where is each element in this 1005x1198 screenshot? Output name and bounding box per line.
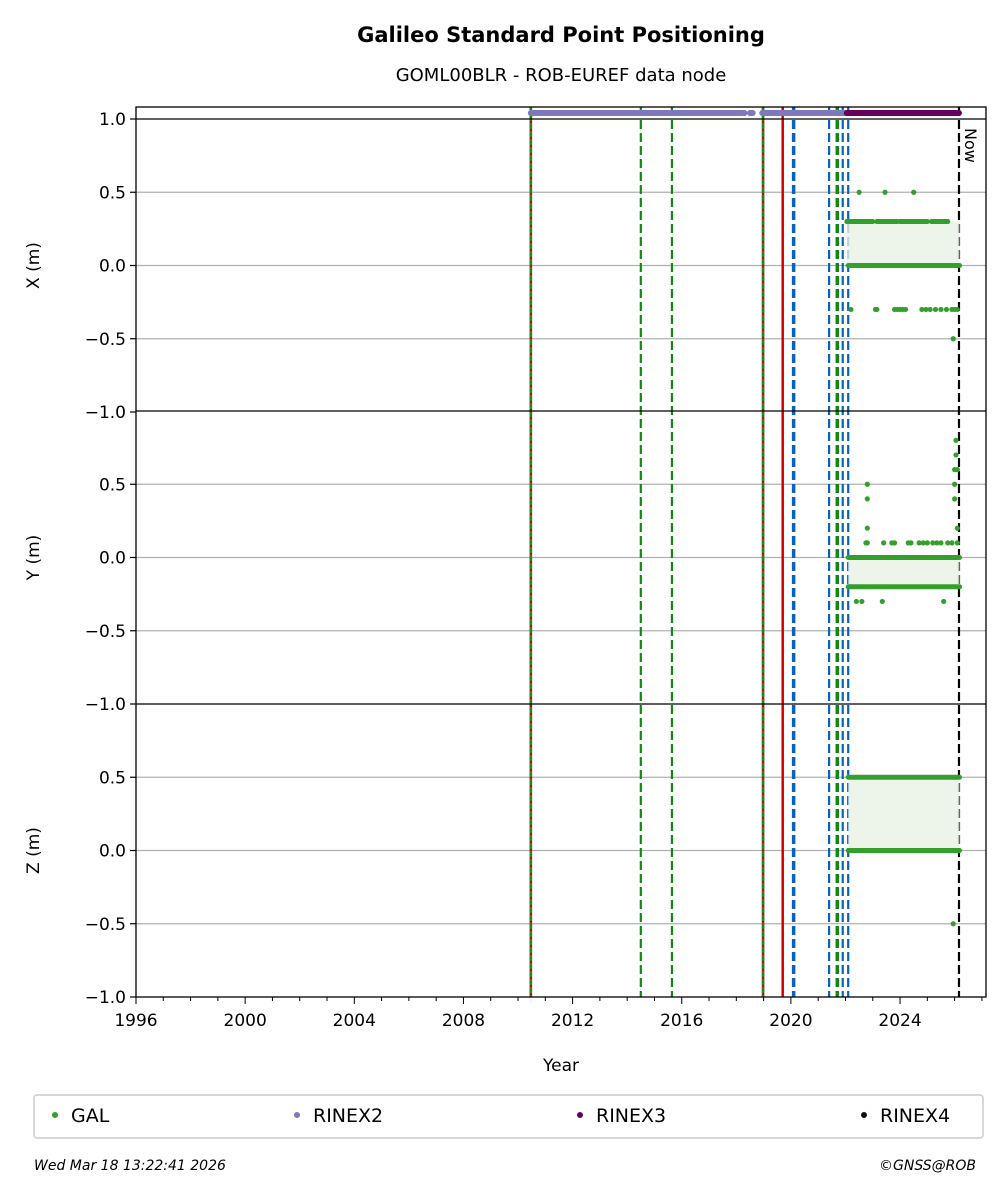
x-tick-label: 2012 [551, 1011, 594, 1031]
gal-data-point [859, 598, 865, 605]
gal-data-point [950, 336, 956, 342]
gal-data-point [934, 540, 940, 546]
y-tick-label: −1.0 [85, 695, 126, 715]
y-tick-label: −1.0 [85, 988, 126, 1008]
chart-title: Galileo Standard Point Positioning [357, 23, 765, 47]
footer-timestamp: Wed Mar 18 13:22:41 2026 [34, 1158, 226, 1174]
legend-marker-rinex3 [577, 1112, 583, 1118]
legend-marker-rinex2 [294, 1112, 300, 1118]
gal-data-point [941, 598, 947, 605]
x-tick-label: 1996 [114, 1011, 157, 1031]
y-tick-label: −0.5 [85, 330, 126, 350]
gal-data-point [943, 306, 950, 313]
gal-data-point [954, 467, 960, 473]
footer-credit: ©GNSS@ROB [879, 1158, 976, 1174]
gal-connector-band [848, 557, 960, 587]
y-tick-label: −1.0 [85, 403, 126, 423]
gal-connector-band [846, 221, 960, 266]
gal-data-point [938, 306, 944, 313]
gal-data-point [853, 598, 859, 605]
y-tick-label: 0.5 [99, 475, 126, 495]
legend-label-rinex2: RINEX2 [313, 1105, 383, 1127]
gal-data-point [864, 525, 870, 531]
gal-data-point [954, 306, 960, 313]
x-tick-label: 2008 [442, 1011, 485, 1031]
gal-data-point [927, 306, 933, 313]
x-tick-label: 2016 [660, 1011, 703, 1031]
y-tick-label: −0.5 [85, 915, 126, 935]
y-axis-label-x: X (m) [24, 242, 44, 289]
y-tick-label: 1.0 [99, 110, 126, 130]
gal-data-point [950, 921, 956, 927]
gal-data-point [924, 540, 930, 546]
gal-data-point [908, 540, 914, 546]
gal-data-point [952, 496, 958, 502]
gal-connector-band [848, 777, 960, 851]
x-axis-label: Year [542, 1056, 579, 1076]
legend-label-gal: GAL [71, 1105, 110, 1127]
gal-data-point [879, 598, 885, 605]
gal-data-point [882, 189, 888, 195]
gal-data-point [916, 540, 922, 546]
y-axis-label-z: Z (m) [24, 827, 44, 874]
y-tick-label: 0.0 [99, 549, 126, 569]
y-tick-label: 0.5 [99, 183, 126, 203]
gal-data-point [891, 540, 898, 546]
legend-marker-rinex4 [861, 1112, 867, 1118]
x-tick-label: 2024 [878, 1011, 921, 1031]
y-axis-label-y: Y (m) [24, 535, 44, 582]
now-label: Now [961, 128, 980, 163]
gal-data-point [848, 306, 854, 313]
gal-data-point [945, 540, 951, 546]
gal-data-point [932, 306, 939, 313]
gal-data-point [874, 306, 880, 313]
gal-data-point [949, 540, 955, 546]
x-tick-label: 2004 [333, 1011, 376, 1031]
gal-data-point [938, 540, 944, 546]
gal-data-point [856, 189, 862, 195]
gal-data-point [902, 306, 909, 313]
x-tick-label: 2020 [769, 1011, 812, 1031]
gal-data-point [911, 189, 917, 195]
gal-data-point [920, 540, 926, 546]
y-tick-label: 0.0 [99, 842, 126, 862]
legend-box [33, 1094, 984, 1139]
legend-label-rinex3: RINEX3 [596, 1105, 666, 1127]
gal-data-point [923, 306, 929, 313]
gal-data-point [952, 481, 958, 487]
gal-data-point [863, 540, 869, 546]
y-tick-label: 0.0 [99, 257, 126, 277]
gal-data-point [864, 481, 870, 487]
gal-data-point [953, 437, 959, 443]
x-tick-label: 2000 [224, 1011, 267, 1031]
legend-label-rinex4: RINEX4 [880, 1105, 950, 1127]
gal-data-point [930, 540, 936, 546]
gal-data-point [954, 540, 960, 546]
plot-frame [135, 106, 987, 998]
y-tick-label: 0.5 [99, 768, 126, 788]
gal-data-point [881, 540, 887, 546]
y-tick-label: −0.5 [85, 622, 126, 642]
gal-data-point [919, 306, 925, 313]
gal-data-point [864, 496, 870, 502]
gal-data-point [954, 525, 960, 531]
gal-data-point [953, 452, 959, 458]
legend-marker-gal [52, 1112, 58, 1118]
chart-subtitle: GOML00BLR - ROB-EUREF data node [396, 65, 727, 86]
